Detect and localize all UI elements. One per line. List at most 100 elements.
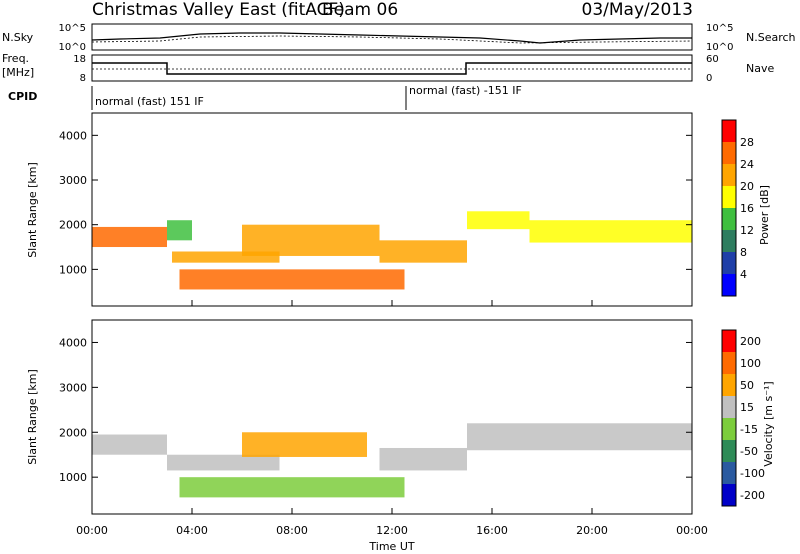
power-y-axis-label: Slant Range [km] (26, 162, 39, 258)
velocity-band-0 (92, 434, 167, 455)
velocity-y-axis-label: Slant Range [km] (26, 369, 39, 465)
power-colorbar-tick-1: 8 (740, 246, 747, 259)
velocity-colorbar-swatch-0 (722, 330, 736, 352)
power-band-3 (179, 269, 405, 290)
power-colorbar-tick-4: 20 (740, 180, 754, 193)
freq-left-label-1: Freq. (2, 52, 29, 65)
power-colorbar-tick-3: 16 (740, 202, 754, 215)
power-band-7 (529, 220, 692, 243)
cpid-label: CPID (8, 90, 37, 103)
noise-left-label: N.Sky (2, 31, 34, 44)
power-colorbar-swatch-0 (722, 120, 736, 142)
power-colorbar-swatch-1 (722, 142, 736, 164)
power-panel: 1000 2000 3000 4000 Slant Range [km] (26, 112, 693, 307)
freq-left-tick-top: 18 (73, 54, 86, 65)
noise-search-trace (91, 35, 693, 44)
velocity-colorbar-swatch-7 (722, 484, 736, 506)
velocity-colorbar-tick-0: 200 (740, 335, 761, 348)
cpid-panel: CPID normal (fast) 151 IF normal (fast) … (8, 84, 522, 110)
power-heatmap (92, 211, 692, 290)
noise-sky-trace (91, 32, 692, 44)
x-tick-label-2: 08:00 (276, 524, 308, 537)
velocity-colorbar-tick-2: 50 (740, 379, 754, 392)
power-colorbar-swatch-3 (722, 186, 736, 208)
power-y-tick-label-1: 2000 (59, 219, 87, 232)
velocity-panel: 1000 2000 3000 4000 Slant Range [km] (26, 319, 693, 515)
x-tick-label-5: 20:00 (576, 524, 608, 537)
power-band-1 (167, 220, 192, 241)
power-colorbar-tick-2: 12 (740, 224, 754, 237)
x-axis-label: Time UT (368, 540, 414, 553)
noise-right-tick-top: 10^5 (706, 23, 733, 34)
power-y-ticks: 1000 2000 3000 4000 (59, 129, 692, 276)
velocity-heatmap (92, 423, 692, 498)
velocity-colorbar-tick-1: 100 (740, 357, 761, 370)
beam-label: Beam 06 (322, 0, 398, 20)
power-colorbar-frame (721, 119, 737, 297)
velocity-band-5 (467, 423, 692, 451)
x-tick-label-3: 12:00 (376, 524, 408, 537)
noise-right-tick-bottom: 10^0 (706, 42, 733, 53)
velocity-colorbar-swatch-2 (722, 374, 736, 396)
velocity-y-tick-label-0: 1000 (59, 471, 87, 484)
velocity-colorbar-swatch-5 (722, 440, 736, 462)
power-colorbar-tick-0: 4 (740, 268, 747, 281)
power-colorbar-tick-5: 24 (740, 158, 754, 171)
power-colorbar-swatch-4 (722, 208, 736, 230)
power-colorbar: 4 8 12 16 20 24 28 (721, 119, 754, 297)
velocity-x-ticks (91, 508, 693, 514)
noise-left-tick-top: 10^5 (59, 23, 86, 34)
velocity-colorbar-label: Velocity [m s⁻¹] (762, 381, 775, 466)
nave-label: Nave (746, 62, 774, 75)
velocity-colorbar-tick-7: -200 (740, 489, 765, 502)
velocity-colorbar-swatch-4 (722, 418, 736, 440)
power-y-tick-label-0: 1000 (59, 263, 87, 276)
velocity-colorbar-swatch-6 (722, 462, 736, 484)
freq-right-tick-bottom: 0 (706, 73, 712, 84)
velocity-y-tick-label-1: 2000 (59, 426, 87, 439)
power-colorbar-swatch-7 (722, 274, 736, 296)
cpid-segment-2: normal (fast) -151 IF (409, 84, 522, 97)
velocity-y-tick-label-3: 4000 (59, 336, 87, 349)
velocity-colorbar-tick-3: 15 (740, 401, 754, 414)
velocity-colorbar-swatch-3 (722, 396, 736, 418)
freq-right-tick-top: 60 (706, 54, 719, 65)
noise-panel: N.Sky 10^5 10^0 10^5 10^0 N.Search (2, 23, 796, 53)
velocity-colorbar-tick-5: -50 (740, 445, 758, 458)
power-y-tick-label-2: 3000 (59, 174, 87, 187)
power-x-ticks (91, 300, 693, 306)
power-band-4 (242, 224, 380, 256)
power-colorbar-swatch-2 (722, 164, 736, 186)
x-tick-label-6: 00:00 (676, 524, 708, 537)
date-label: 03/May/2013 (582, 0, 694, 20)
power-band-2 (172, 251, 280, 263)
station-title: Christmas Valley East (fitACF) (92, 0, 345, 20)
noise-left-tick-bottom: 10^0 (59, 42, 86, 53)
freq-trace (92, 62, 692, 75)
power-colorbar-label: Power [dB] (758, 185, 771, 245)
freq-left-label-2: [MHz] (2, 66, 34, 79)
power-colorbar-tick-6: 28 (740, 136, 754, 149)
velocity-colorbar-tick-6: -100 (740, 467, 765, 480)
velocity-colorbar-swatch-1 (722, 352, 736, 374)
freq-panel: Freq. [MHz] 18 8 60 0 Nave (2, 52, 774, 84)
x-tick-label-1: 04:00 (176, 524, 208, 537)
noise-right-label: N.Search (746, 31, 796, 44)
x-tick-label-0: 00:00 (76, 524, 108, 537)
x-tick-labels: 00:00 04:00 08:00 12:00 16:00 20:00 00:00 (76, 524, 708, 537)
freq-left-tick-bottom: 8 (80, 73, 86, 84)
velocity-y-ticks: 1000 2000 3000 4000 (59, 336, 692, 484)
velocity-band-1 (167, 454, 280, 471)
velocity-band-4 (379, 447, 467, 471)
cpid-segment-1: normal (fast) 151 IF (95, 95, 204, 108)
velocity-colorbar: 200 100 50 15 -15 -50 -100 -200 (721, 329, 765, 507)
power-band-5 (379, 240, 467, 263)
velocity-y-tick-label-2: 3000 (59, 381, 87, 394)
power-colorbar-swatch-6 (722, 252, 736, 274)
power-y-tick-label-3: 4000 (59, 129, 87, 142)
velocity-colorbar-tick-4: -15 (740, 423, 758, 436)
velocity-band-3 (242, 432, 367, 457)
power-band-6 (467, 211, 530, 230)
x-tick-label-4: 16:00 (476, 524, 508, 537)
